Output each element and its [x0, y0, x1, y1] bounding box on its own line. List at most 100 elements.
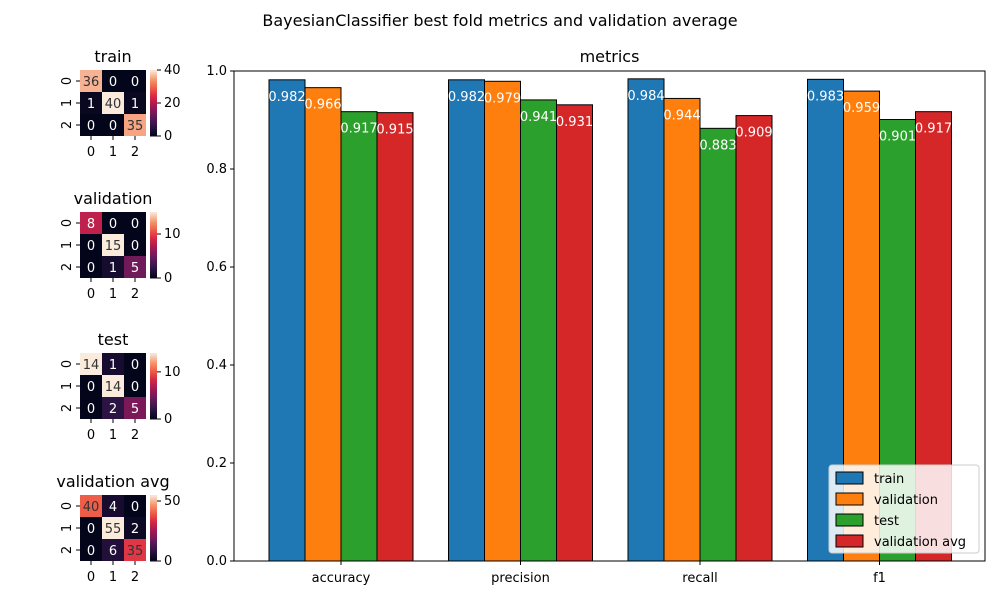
metrics-bar-chart: metrics0.00.20.40.60.81.0accuracy0.9820.…: [206, 47, 986, 586]
y-tick-label: 0.0: [206, 554, 227, 569]
heatmap-cell-value: 15: [105, 239, 122, 254]
bar-value-label: 0.909: [735, 126, 772, 141]
colorbar-segment: [150, 234, 157, 237]
colorbar-segment: [150, 353, 157, 356]
heatmap-cell-value: 1: [87, 97, 95, 112]
figure-suptitle: BayesianClassifier best fold metrics and…: [262, 11, 737, 30]
colorbar-segment: [150, 269, 157, 272]
colorbar-segment: [150, 89, 157, 93]
colorbar-segment: [150, 558, 157, 562]
bar-chart-title: metrics: [580, 47, 640, 66]
colorbar-segment: [150, 264, 157, 268]
colorbar-segment: [150, 238, 157, 242]
heatmap-cell-value: 1: [109, 261, 117, 276]
heatmap-cell: [124, 114, 146, 136]
heatmap-x-tick-label: 0: [87, 570, 95, 585]
colorbar-segment: [150, 495, 157, 498]
heatmap-y-tick-label: 2: [60, 404, 75, 412]
heatmap-cell: [80, 212, 102, 234]
x-tick-label: accuracy: [312, 571, 371, 586]
colorbar-tick-label: 40: [164, 63, 181, 78]
heatmap-cell-value: 0: [87, 522, 95, 537]
colorbar-segment: [150, 503, 157, 507]
heatmap-cell: [124, 92, 146, 114]
bar-value-label: 0.931: [556, 115, 593, 130]
heatmap-cell: [124, 517, 146, 539]
colorbar-segment: [150, 125, 157, 128]
heatmap-cell: [102, 353, 124, 375]
heatmap-cell: [102, 397, 124, 419]
heatmap-cell-value: 2: [109, 402, 117, 417]
colorbar-segment: [150, 375, 157, 378]
heatmap-cell: [124, 397, 146, 419]
bar: [376, 112, 414, 562]
colorbar-segment: [150, 258, 157, 261]
heatmap-x-tick-label: 0: [87, 287, 95, 302]
colorbar-segment: [150, 251, 157, 255]
heatmap-cell-value: 2: [131, 522, 139, 537]
heatmap-cell: [124, 70, 146, 92]
bar: [448, 79, 485, 562]
bar-value-label: 0.917: [340, 122, 377, 137]
colorbar-segment: [150, 414, 157, 418]
legend-swatch: [835, 513, 864, 527]
colorbar-segment: [150, 383, 157, 387]
colorbar-segment: [150, 379, 157, 383]
heatmap-cell: [102, 495, 124, 517]
colorbar-segment: [150, 368, 157, 372]
colorbar-segment: [150, 550, 157, 553]
heatmap-cell: [102, 375, 124, 397]
colorbar-segment: [150, 539, 157, 542]
colorbar-segment: [150, 114, 157, 117]
heatmap-cell: [124, 375, 146, 397]
colorbar-tick-label: 20: [164, 96, 181, 111]
colorbar-segment: [150, 501, 157, 505]
colorbar-segment: [150, 508, 157, 511]
colorbar-segment: [150, 122, 157, 126]
heatmap-x-tick-label: 2: [131, 428, 139, 443]
colorbar-segment: [150, 256, 157, 259]
colorbar-segment: [150, 275, 157, 279]
heatmap-cell: [80, 397, 102, 419]
heatmap-cell-value: 35: [127, 119, 144, 134]
colorbar-segment: [150, 131, 157, 135]
bar: [663, 97, 701, 562]
colorbar-segment: [150, 399, 157, 402]
legend-label: test: [874, 514, 899, 529]
colorbar-tick-label: 0: [164, 129, 172, 144]
bar-chart-frame: [233, 70, 986, 562]
heatmap-x-tick-label: 1: [109, 428, 117, 443]
colorbar-segment: [150, 227, 157, 231]
colorbar-segment: [150, 512, 157, 516]
heatmap-cell: [102, 256, 124, 278]
colorbar-segment: [150, 96, 157, 100]
colorbar-segment: [150, 231, 157, 235]
legend-swatch: [835, 534, 864, 548]
heatmap-cell-value: 0: [131, 380, 139, 395]
heatmap-cell-value: 0: [131, 500, 139, 515]
colorbar-segment: [150, 499, 157, 503]
heatmap-cell-value: 55: [105, 522, 122, 537]
heatmap-cell-value: 40: [83, 500, 100, 515]
heatmap-cell: [80, 495, 102, 517]
colorbar-segment: [150, 386, 157, 389]
colorbar-segment: [150, 109, 157, 113]
heatmap-x-tick-label: 2: [131, 145, 139, 160]
colorbar-segment: [150, 216, 157, 220]
heatmap-cell-value: 4: [109, 500, 117, 515]
colorbar-segment: [150, 528, 157, 531]
colorbar-segment: [150, 78, 157, 82]
heatmap-title: validation: [74, 189, 153, 208]
colorbar-segment: [150, 510, 157, 514]
bar-value-label: 0.959: [843, 101, 880, 116]
bar: [556, 104, 593, 562]
heatmap-cell: [102, 517, 124, 539]
colorbar-segment: [150, 107, 157, 111]
heatmap-cell: [80, 234, 102, 256]
colorbar-segment: [150, 72, 157, 75]
bar: [735, 115, 773, 562]
legend-box: [828, 464, 980, 554]
heatmap-cell: [124, 256, 146, 278]
